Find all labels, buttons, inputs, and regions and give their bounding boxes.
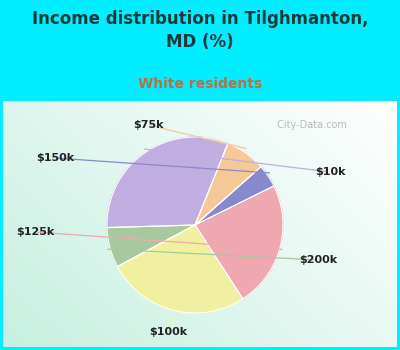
- Polygon shape: [195, 144, 261, 225]
- Text: Income distribution in Tilghmanton,
MD (%): Income distribution in Tilghmanton, MD (…: [32, 10, 368, 51]
- Polygon shape: [107, 225, 195, 267]
- Text: $75k: $75k: [133, 120, 163, 130]
- Text: City-Data.com: City-Data.com: [274, 120, 346, 130]
- Text: $100k: $100k: [149, 327, 187, 337]
- Text: $150k: $150k: [36, 153, 74, 163]
- Polygon shape: [195, 167, 274, 225]
- Text: $125k: $125k: [16, 227, 54, 237]
- Polygon shape: [107, 137, 228, 228]
- Polygon shape: [195, 186, 283, 299]
- Text: White residents: White residents: [138, 77, 262, 91]
- Text: $10k: $10k: [315, 167, 345, 177]
- Polygon shape: [118, 225, 243, 313]
- Text: $200k: $200k: [299, 255, 337, 265]
